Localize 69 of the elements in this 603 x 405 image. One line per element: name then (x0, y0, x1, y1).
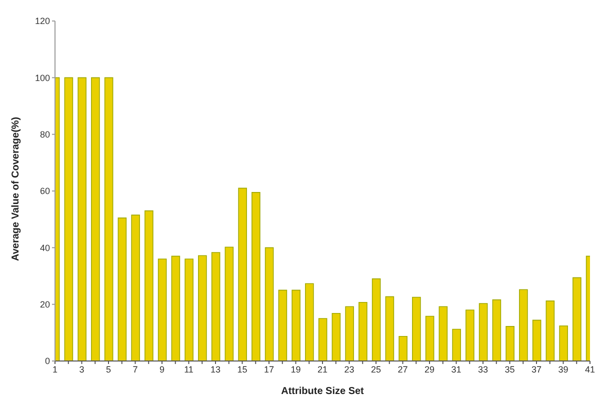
x-tick-label: 15 (237, 364, 248, 374)
x-tick-label: 19 (290, 364, 301, 374)
x-tick-label: 25 (370, 364, 382, 374)
bar (492, 299, 502, 361)
x-axis-title: Attribute Size Set (281, 386, 365, 397)
bar (78, 77, 86, 361)
bar (546, 300, 555, 361)
bar (506, 326, 514, 361)
x-tick-label: 41 (584, 364, 596, 374)
bar (398, 336, 408, 361)
y-tick-label: 100 (34, 72, 50, 83)
bar (184, 258, 194, 361)
bar (158, 258, 167, 361)
bar (412, 296, 421, 361)
y-tick-label: 20 (40, 300, 50, 310)
y-axis-title: Average Value of Coverage(%) (10, 116, 22, 261)
bar (91, 77, 100, 361)
bar (292, 290, 300, 361)
x-tick-label: 35 (504, 364, 515, 374)
bar (358, 302, 368, 361)
bar (572, 277, 582, 361)
bar (438, 306, 448, 361)
bar (466, 310, 474, 361)
bar (559, 325, 568, 361)
bar (264, 247, 274, 361)
x-tick-label: 11 (184, 364, 194, 374)
bar (131, 214, 140, 361)
x-tick-label: 5 (106, 364, 112, 374)
bar (211, 252, 220, 361)
x-tick-label: 9 (159, 364, 165, 374)
bar (104, 77, 114, 361)
x-tick-label: 21 (317, 364, 328, 374)
bar (144, 210, 154, 361)
y-tick-label: 120 (34, 16, 50, 26)
x-tick-label: 37 (531, 364, 542, 374)
bar (332, 313, 341, 361)
x-tick-label: 39 (558, 364, 568, 374)
bar (318, 318, 328, 361)
bar (478, 303, 488, 361)
bar (519, 289, 528, 361)
x-tick-label: 7 (132, 364, 138, 374)
bar (425, 316, 434, 361)
y-tick-label: 60 (40, 186, 50, 196)
y-tick-label: 0 (44, 356, 50, 366)
bar (278, 290, 288, 361)
bar (64, 77, 74, 361)
bar (224, 246, 234, 361)
x-tick-label: 31 (451, 364, 462, 374)
bar (238, 188, 247, 361)
y-tick-label: 80 (40, 130, 50, 140)
y-tick-label: 40 (40, 242, 50, 253)
bar (372, 278, 381, 361)
x-tick-label: 29 (424, 364, 435, 374)
bar (252, 192, 260, 361)
x-tick-label: 23 (344, 364, 354, 374)
x-tick-label: 1 (52, 364, 58, 374)
x-tick-label: 13 (210, 364, 221, 374)
bar (118, 218, 127, 361)
bar (532, 320, 542, 361)
x-tick-label: 33 (478, 364, 488, 374)
bar (305, 283, 314, 361)
bar (198, 255, 207, 361)
x-tick-label: 17 (264, 364, 274, 374)
bar (345, 306, 354, 361)
bar (452, 328, 461, 361)
bar (385, 296, 394, 361)
bar (171, 256, 180, 361)
x-tick-label: 27 (398, 364, 408, 374)
x-tick-label: 3 (79, 364, 84, 374)
